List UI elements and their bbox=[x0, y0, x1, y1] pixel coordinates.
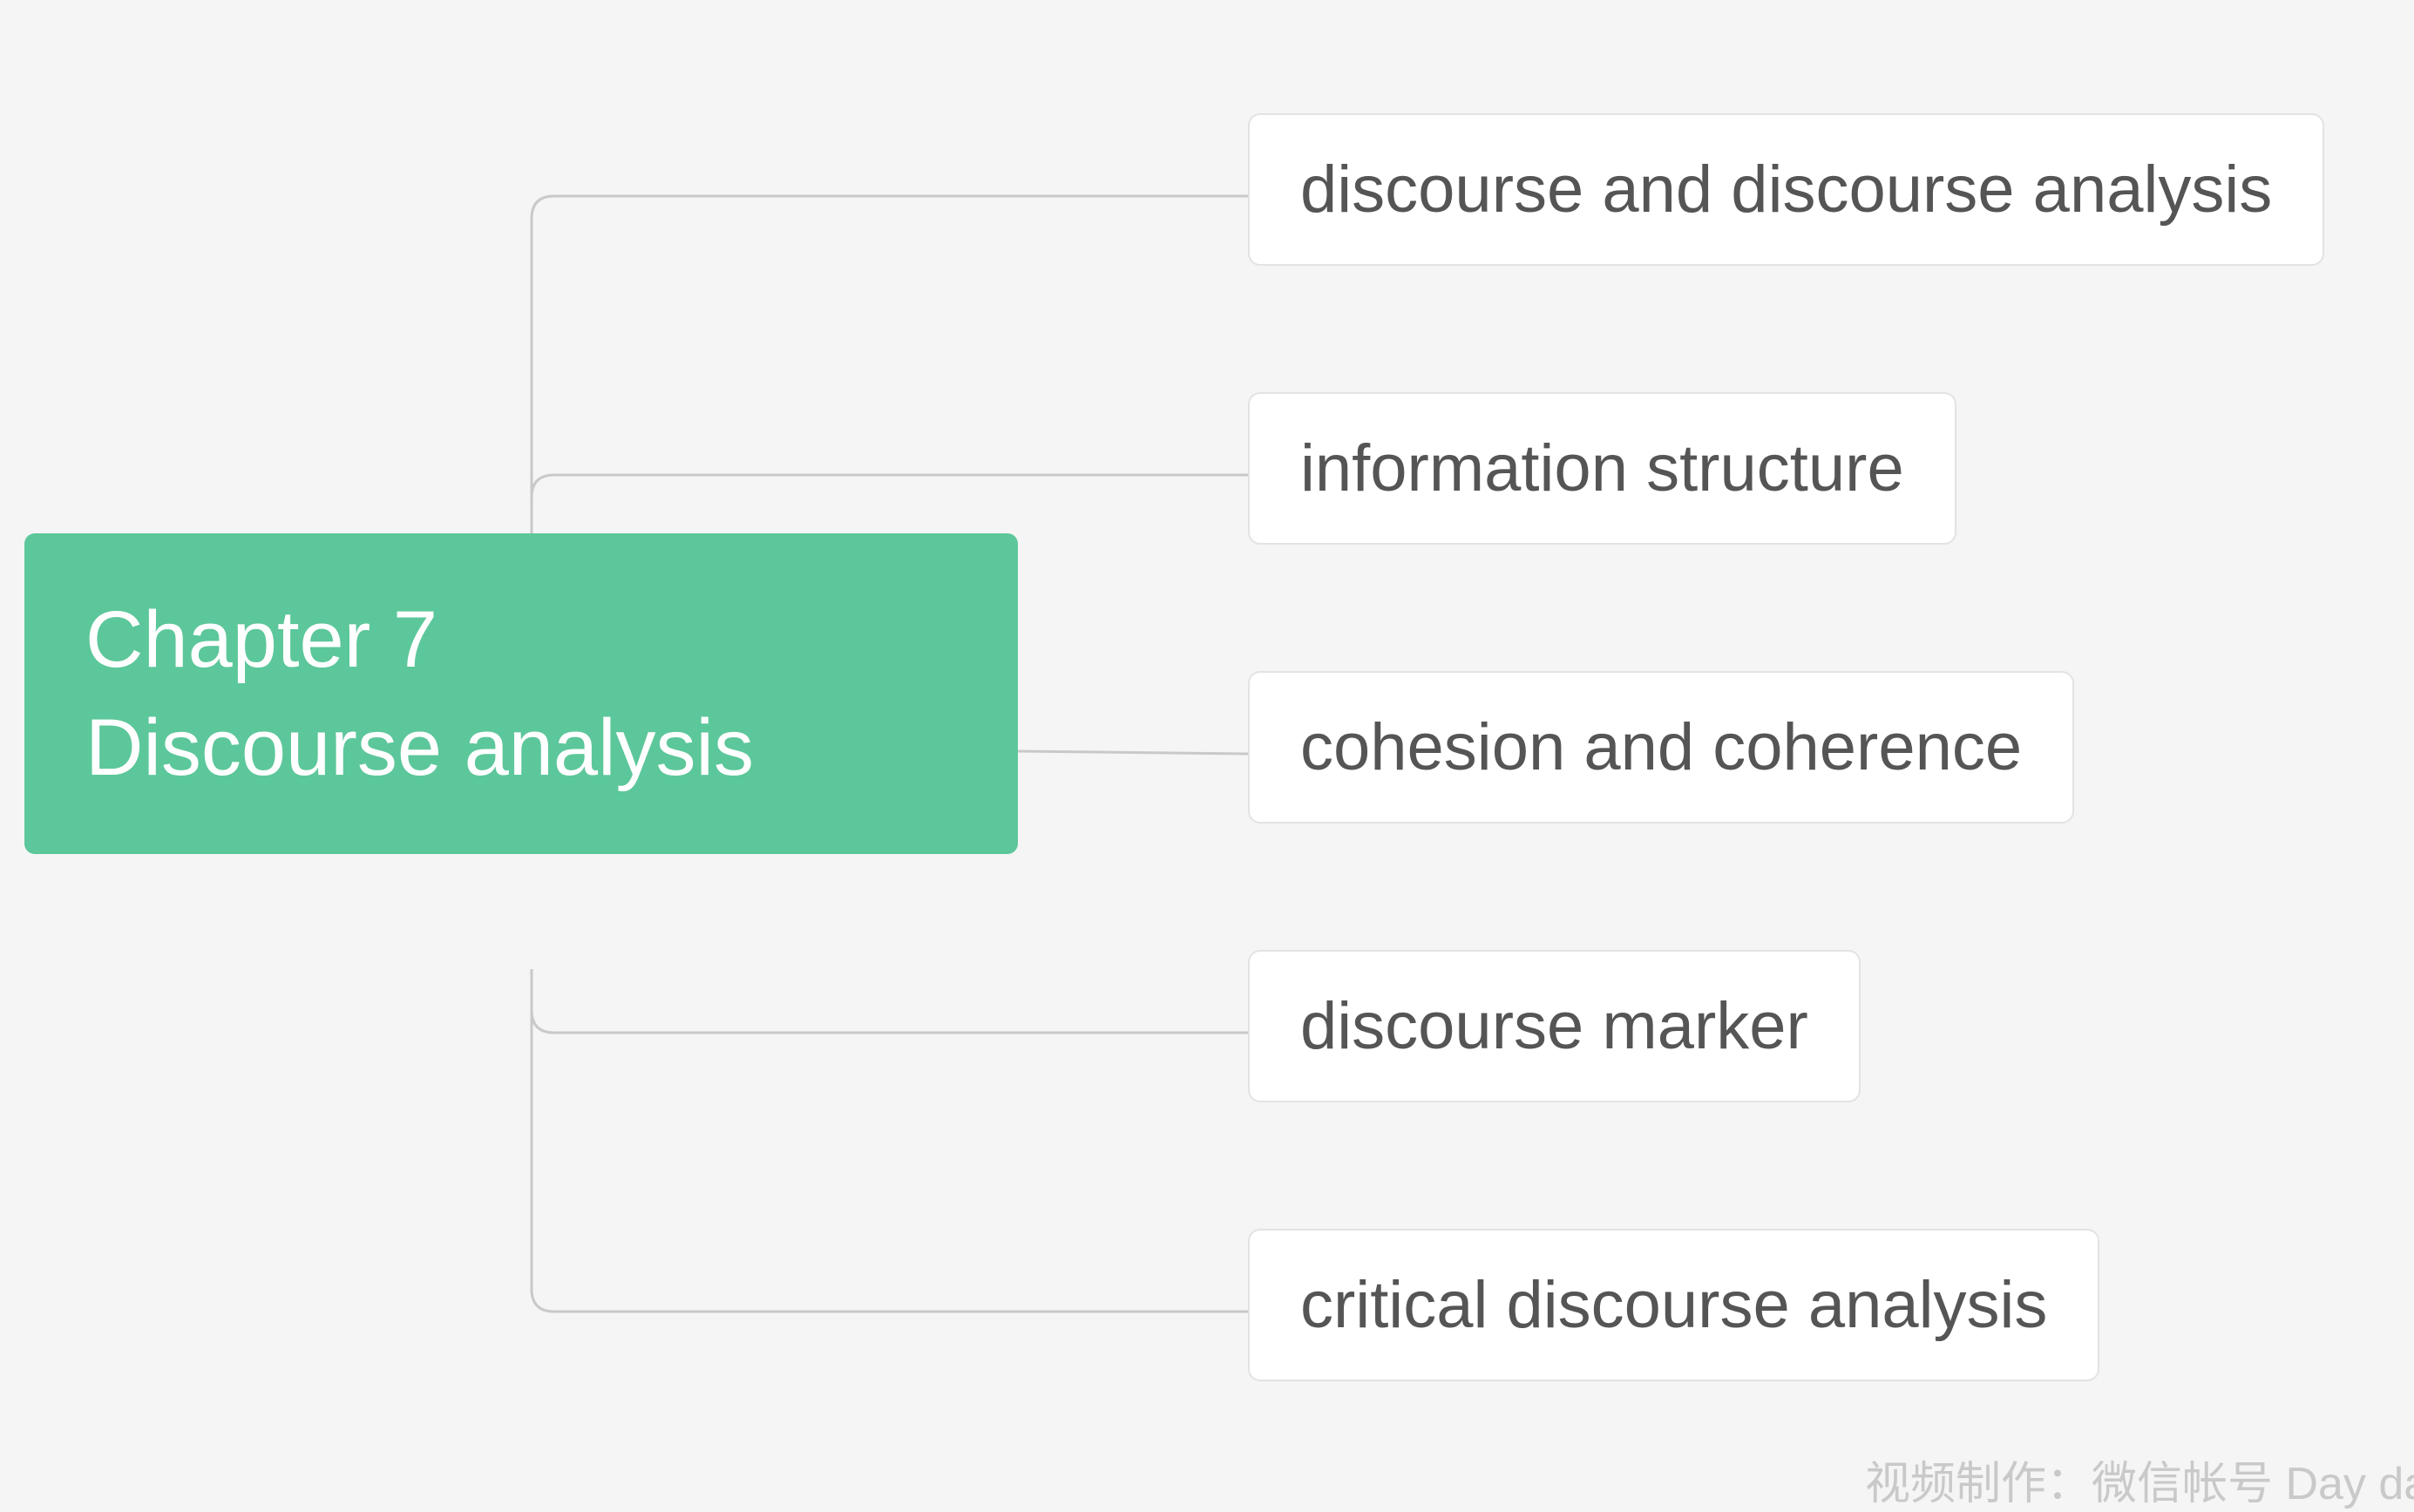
connector-2 bbox=[1018, 751, 1248, 754]
connector-3 bbox=[532, 969, 1248, 1033]
root-line-2: Discourse analysis bbox=[85, 694, 957, 802]
connector-1 bbox=[532, 475, 1248, 533]
connector-0 bbox=[532, 196, 1248, 533]
child-node-0: discourse and discourse analysis bbox=[1248, 113, 2324, 266]
watermark-text: 视频制作：微信帐号 Day day up bbox=[1865, 1447, 2414, 1512]
child-node-3: discourse marker bbox=[1248, 950, 1861, 1102]
child-node-4: critical discourse analysis bbox=[1248, 1229, 2099, 1381]
root-line-1: Chapter 7 bbox=[85, 586, 957, 694]
mind-map-diagram: Chapter 7 Discourse analysis discourse a… bbox=[0, 0, 2414, 1506]
child-node-1: information structure bbox=[1248, 392, 1956, 545]
connector-4 bbox=[532, 969, 1248, 1312]
child-node-2: cohesion and coherence bbox=[1248, 671, 2074, 824]
root-node: Chapter 7 Discourse analysis bbox=[24, 533, 1018, 854]
